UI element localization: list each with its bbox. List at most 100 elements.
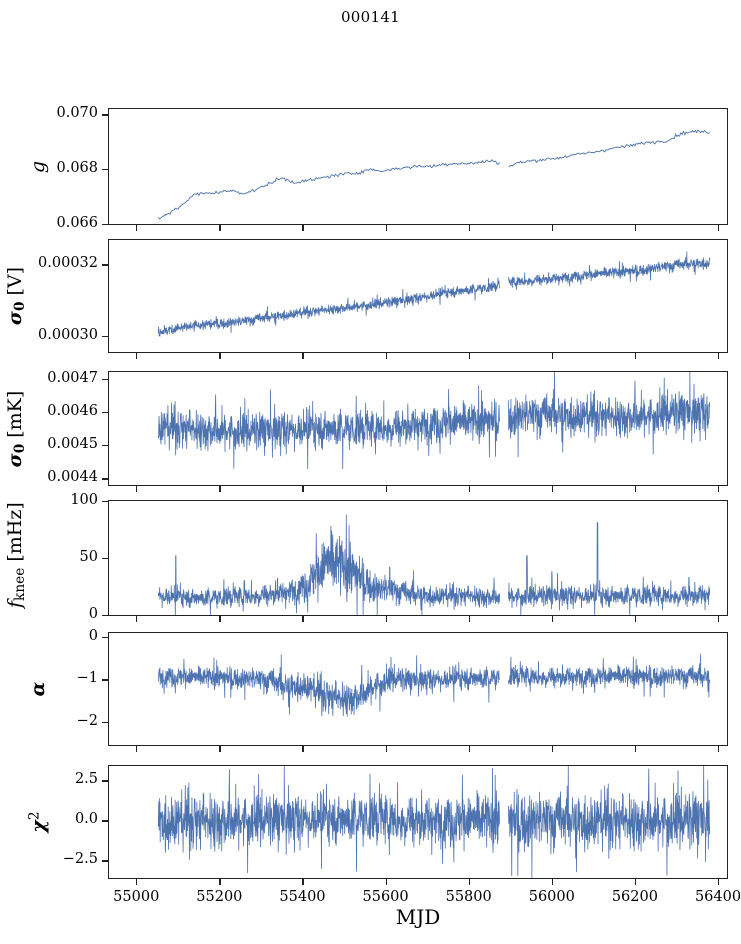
- xtick-mark-alpha-6: [634, 746, 637, 752]
- ytick-mark-fknee-2: [102, 501, 108, 503]
- xtick-mark-alpha-5: [551, 746, 553, 752]
- xtick-mark-sigma0-mk-4: [468, 486, 470, 492]
- xtick-mark-alpha-2: [302, 746, 304, 752]
- xtick-mark-fknee-4: [468, 616, 470, 622]
- ytick-mark-chi2-1: [102, 820, 108, 822]
- xtick-mark-sigma0-mk-0: [136, 486, 138, 492]
- ytick-mark-chi2-0: [102, 780, 108, 782]
- ytick-label-gain-1: 0.068: [56, 160, 98, 177]
- ytick-mark-gain-1: [102, 169, 108, 171]
- ytick-label-alpha-1: −1: [76, 670, 98, 687]
- xtick-mark-gain-1: [219, 225, 221, 231]
- ytick-label-gain-0: 0.066: [56, 215, 98, 231]
- xtick-mark-sigma0-mk-6: [634, 486, 637, 492]
- data-line-chi2: [157, 766, 711, 878]
- xtick-mark-gain-7: [718, 225, 720, 231]
- xtick-label-1: 55200: [196, 889, 243, 905]
- plot-area-chi2: [157, 766, 711, 878]
- ytick-label-sigma0-mk-3: 0.0047: [47, 369, 98, 386]
- xtick-mark-sigma0-volts-5: [551, 353, 553, 359]
- xtick-mark-sigma0-mk-3: [385, 486, 387, 492]
- ytick-mark-fknee-0: [102, 615, 108, 617]
- ytick-mark-sigma0-mk-3: [102, 378, 108, 380]
- xtick-mark-alpha-3: [385, 746, 387, 752]
- xtick-mark-chi2-6: [634, 879, 637, 885]
- ytick-label-alpha-2: −2: [76, 712, 98, 729]
- data-line-sigma0-mk: [157, 372, 711, 470]
- xtick-label-4: 55800: [445, 889, 492, 905]
- xtick-mark-gain-3: [385, 225, 387, 231]
- ytick-label-sigma0-volts-0: 0.00030: [38, 326, 98, 343]
- xtick-mark-sigma0-mk-2: [302, 486, 304, 492]
- figure-title: 000141: [340, 8, 401, 26]
- ytick-label-alpha-0: 0: [88, 628, 98, 645]
- xtick-mark-fknee-3: [385, 616, 387, 622]
- ytick-mark-alpha-2: [102, 721, 108, 723]
- xtick-mark-alpha-0: [136, 746, 138, 752]
- xtick-mark-chi2-0: [136, 879, 138, 885]
- ytick-mark-sigma0-mk-1: [102, 445, 108, 447]
- xtick-mark-gain-2: [302, 225, 304, 231]
- xtick-mark-sigma0-mk-5: [551, 486, 553, 492]
- ytick-label-sigma0-volts-1: 0.00032: [38, 255, 98, 272]
- data-line-fknee: [157, 514, 711, 615]
- panel-fknee: [108, 500, 728, 616]
- ytick-mark-sigma0-mk-2: [102, 411, 108, 414]
- xtick-mark-gain-5: [551, 225, 553, 231]
- xtick-label-2: 55400: [279, 889, 326, 905]
- ytick-mark-sigma0-mk-0: [102, 478, 108, 480]
- ytick-mark-sigma0-volts-0: [102, 335, 108, 338]
- ytick-label-fknee-1: 50: [79, 549, 98, 565]
- ytick-label-fknee-2: 100: [70, 492, 98, 508]
- ytick-label-chi2-2: −2.5: [62, 851, 98, 868]
- ytick-mark-alpha-1: [102, 679, 108, 681]
- ytick-label-sigma0-mk-0: 0.0044: [47, 469, 98, 486]
- xaxis-label: MJD: [395, 905, 441, 929]
- xtick-mark-sigma0-volts-0: [136, 353, 138, 359]
- xtick-mark-fknee-5: [551, 616, 553, 622]
- xtick-mark-chi2-5: [551, 879, 553, 885]
- xtick-mark-chi2-7: [718, 879, 720, 885]
- xtick-mark-sigma0-volts-7: [718, 353, 720, 359]
- ytick-mark-gain-0: [102, 224, 108, 226]
- plot-area-gain: [157, 129, 710, 220]
- xtick-label-7: 56400: [694, 889, 741, 905]
- panel-sigma0-mk: [108, 371, 728, 486]
- ytick-mark-fknee-1: [102, 558, 108, 560]
- panel-sigma0-volts: [108, 239, 728, 353]
- plot-area-fknee: [157, 514, 711, 615]
- xtick-mark-chi2-1: [219, 879, 221, 885]
- xtick-mark-sigma0-volts-2: [302, 353, 304, 359]
- ytick-label-sigma0-mk-1: 0.0045: [47, 436, 98, 453]
- xtick-label-3: 55600: [362, 889, 409, 905]
- xtick-mark-alpha-7: [718, 746, 720, 752]
- panel-chi2: [108, 765, 728, 879]
- ytick-label-gain-2: 0.070: [56, 105, 98, 122]
- xtick-mark-fknee-0: [136, 616, 138, 622]
- ytick-label-sigma0-mk-2: 0.0046: [47, 402, 98, 419]
- panel-gain: [108, 108, 728, 225]
- xtick-label-6: 56200: [611, 889, 658, 905]
- panel-alpha: [108, 632, 728, 746]
- xtick-mark-alpha-4: [468, 746, 470, 752]
- xtick-mark-chi2-4: [468, 879, 470, 885]
- xtick-label-5: 56000: [528, 889, 575, 905]
- xtick-mark-gain-6: [634, 225, 637, 231]
- xtick-mark-sigma0-volts-1: [219, 353, 221, 359]
- xtick-mark-sigma0-mk-1: [219, 486, 221, 492]
- plot-area-sigma0-volts: [157, 251, 711, 337]
- data-line-sigma0-volts: [157, 251, 711, 337]
- ytick-label-chi2-0: 2.5: [74, 771, 98, 788]
- xtick-mark-gain-4: [468, 225, 470, 231]
- plot-area-sigma0-mk: [157, 372, 711, 470]
- plot-area-alpha: [157, 653, 711, 717]
- xtick-mark-chi2-3: [385, 879, 387, 885]
- ytick-label-chi2-1: 0.0: [74, 811, 98, 828]
- xtick-mark-alpha-1: [219, 746, 221, 752]
- ytick-label-fknee-0: 0: [88, 606, 98, 622]
- data-line-alpha: [157, 653, 711, 717]
- data-line-gain: [157, 129, 710, 220]
- xtick-mark-gain-0: [136, 225, 138, 231]
- xtick-mark-fknee-1: [219, 616, 221, 622]
